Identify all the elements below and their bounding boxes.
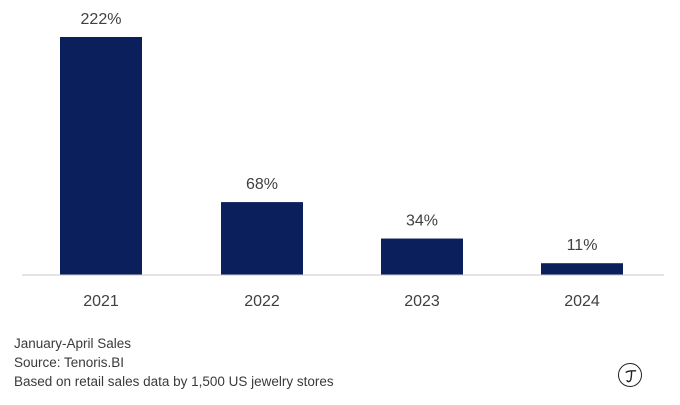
data-label-2022: 68% <box>246 176 278 193</box>
x-tick-label-2021: 2021 <box>83 293 119 310</box>
tenoris-logo-glyph <box>625 370 637 383</box>
data-label-2024: 11% <box>567 237 598 254</box>
bar-2021 <box>60 37 142 275</box>
bar-2024 <box>541 263 623 275</box>
chart-svg: 222% 68% 34% 11% 2021 2022 2023 2024 <box>22 11 664 310</box>
bar-chart: 222% 68% 34% 11% 2021 2022 2023 2024 <box>22 11 664 310</box>
x-tick-label-2023: 2023 <box>404 293 440 310</box>
data-label-2021: 222% <box>81 11 122 28</box>
bar-2023 <box>381 238 463 275</box>
data-labels-layer: 222% 68% 34% 11% <box>81 11 598 254</box>
note-period: January-April Sales <box>14 336 132 351</box>
tenoris-logo-icon <box>618 363 642 387</box>
bar-2022 <box>221 202 303 275</box>
note-source: Source: Tenoris.BI <box>14 355 125 370</box>
x-tick-label-2024: 2024 <box>564 293 600 310</box>
x-tick-labels-layer: 2021 2022 2023 2024 <box>83 293 600 310</box>
note-methodology: Based on retail sales data by 1,500 US j… <box>14 374 334 389</box>
x-tick-label-2022: 2022 <box>244 293 280 310</box>
chart-notes: January-April Sales Source: Tenoris.BI B… <box>14 334 334 391</box>
bars-layer <box>60 37 623 275</box>
data-label-2023: 34% <box>406 213 438 230</box>
